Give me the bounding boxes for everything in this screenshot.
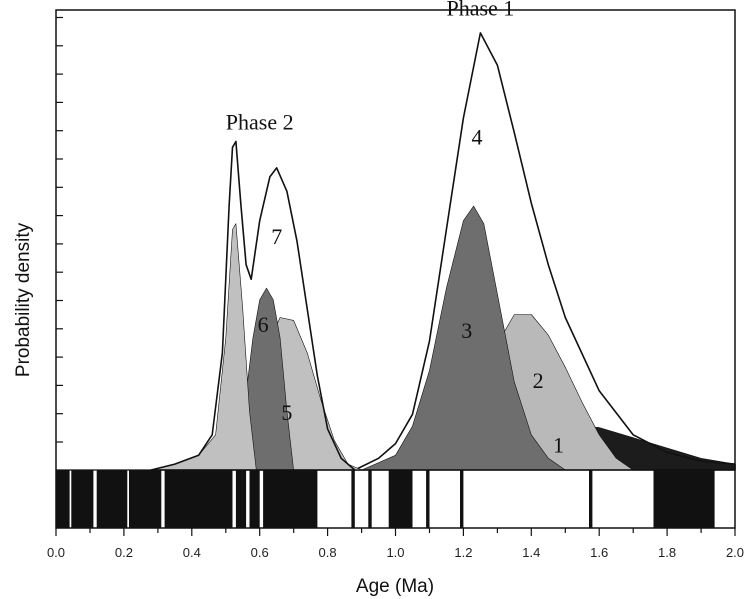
series-area-7 — [150, 140, 356, 471]
age-bar — [426, 470, 430, 528]
component-label: 2 — [533, 368, 544, 393]
series-area-3 — [361, 205, 566, 471]
age-bar — [164, 470, 233, 528]
component-label: 3 — [461, 318, 472, 343]
phase-label: Phase 2 — [226, 110, 294, 135]
age-bar — [351, 470, 355, 528]
x-tick-label: 2.0 — [726, 545, 744, 560]
x-tick-label: 0.4 — [183, 545, 201, 560]
component-label: 5 — [281, 400, 292, 425]
phase-label: Phase 1 — [446, 0, 514, 20]
x-tick-label: 1.2 — [454, 545, 472, 560]
x-tick-label: 1.8 — [658, 545, 676, 560]
x-tick-label: 1.0 — [386, 545, 404, 560]
x-tick-label: 1.4 — [522, 545, 540, 560]
x-tick-label: 0.0 — [47, 545, 65, 560]
component-label: 1 — [553, 432, 564, 457]
age-bar — [235, 470, 247, 528]
age-bar — [263, 470, 318, 528]
age-bar — [71, 470, 94, 528]
age-bar — [653, 470, 715, 528]
age-bar — [368, 470, 372, 528]
age-bar — [56, 470, 70, 528]
x-tick-label: 0.6 — [251, 545, 269, 560]
age-bar — [129, 470, 162, 528]
age-bar — [589, 470, 593, 528]
series-area-4 — [354, 32, 736, 471]
y-axis-title: Probability density — [13, 222, 34, 377]
x-tick-label: 0.8 — [319, 545, 337, 560]
component-label: 6 — [258, 312, 269, 337]
x-tick-label: 0.2 — [115, 545, 133, 560]
x-tick-label: 1.6 — [590, 545, 608, 560]
age-bar — [96, 470, 128, 528]
component-label: 7 — [271, 224, 282, 249]
age-bar — [388, 470, 413, 528]
component-label: 4 — [472, 124, 483, 149]
x-axis-title: Age (Ma) — [356, 576, 434, 597]
age-bar — [460, 470, 464, 528]
age-bar — [249, 470, 260, 528]
